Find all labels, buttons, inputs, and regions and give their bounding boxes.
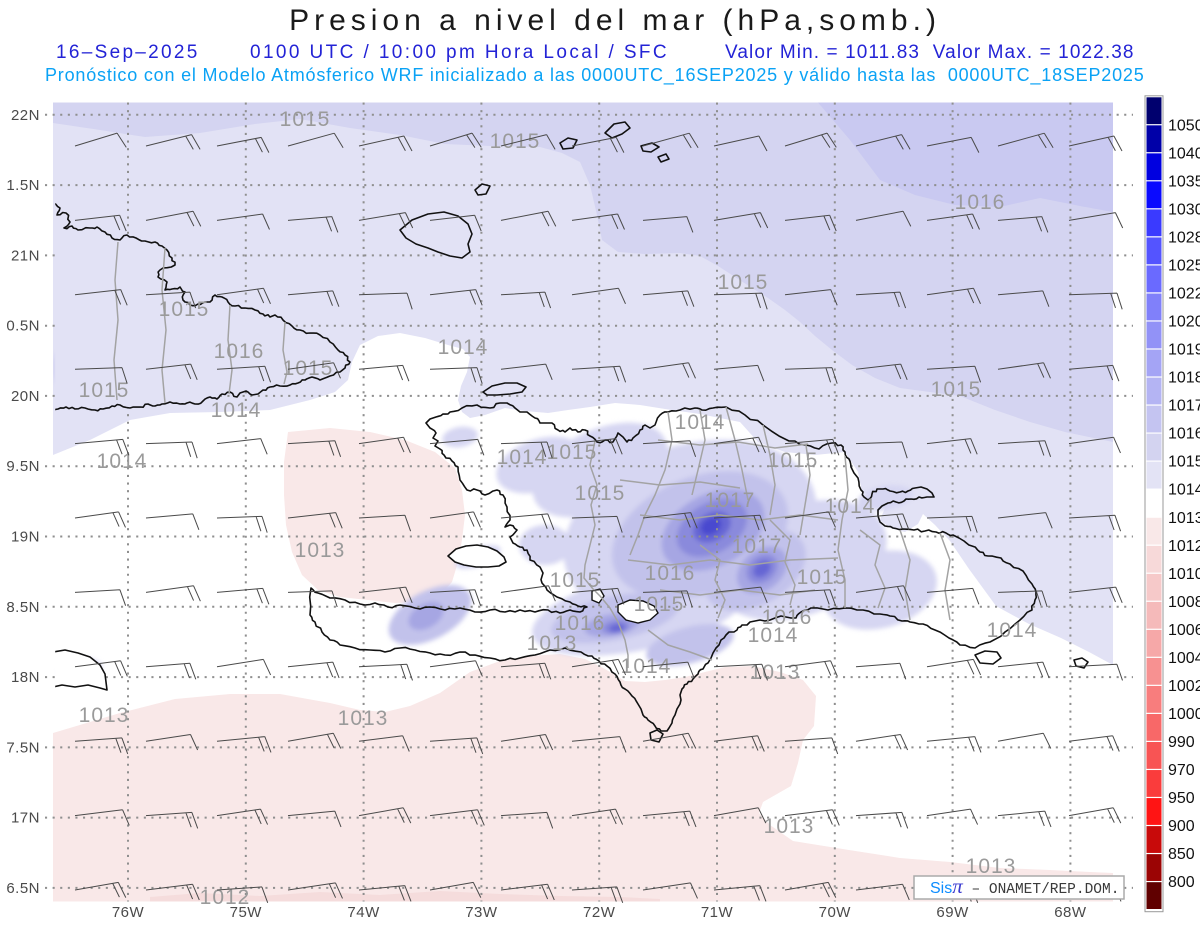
svg-text:17N: 17N	[11, 810, 40, 827]
svg-text:1020: 1020	[1168, 314, 1200, 331]
svg-text:1013: 1013	[79, 704, 130, 727]
svg-text:1017: 1017	[732, 535, 783, 558]
svg-text:21N: 21N	[11, 247, 40, 264]
svg-text:20N: 20N	[11, 388, 40, 405]
svg-text:1017: 1017	[705, 489, 756, 512]
svg-text:1015: 1015	[79, 379, 130, 402]
svg-text:990: 990	[1168, 734, 1195, 751]
svg-text:1013: 1013	[338, 707, 389, 730]
svg-text:1016: 1016	[214, 340, 265, 363]
svg-text:Sisπ – ONAMET/REP.DOM.: Sisπ – ONAMET/REP.DOM.	[930, 874, 1119, 898]
svg-text:1017: 1017	[1168, 398, 1200, 415]
svg-text:1014: 1014	[825, 495, 876, 518]
svg-text:1015: 1015	[931, 378, 982, 401]
svg-text:1015: 1015	[575, 482, 626, 505]
svg-text:1050: 1050	[1168, 117, 1200, 134]
svg-text:1002: 1002	[1168, 678, 1200, 695]
svg-text:1013: 1013	[527, 632, 578, 655]
svg-text:71W: 71W	[701, 904, 734, 921]
svg-text:1010: 1010	[1168, 566, 1200, 583]
svg-text:1016: 1016	[555, 612, 606, 635]
svg-text:1013: 1013	[764, 815, 815, 838]
svg-text:970: 970	[1168, 762, 1195, 779]
svg-text:1015: 1015	[718, 271, 769, 294]
svg-text:1012: 1012	[1168, 538, 1200, 555]
svg-text:9.5N: 9.5N	[6, 458, 40, 475]
svg-text:1016: 1016	[762, 606, 813, 629]
svg-text:800: 800	[1168, 874, 1195, 891]
svg-text:1015: 1015	[634, 593, 685, 616]
svg-text:1015: 1015	[283, 357, 334, 380]
svg-text:1015: 1015	[490, 130, 541, 153]
svg-text:1000: 1000	[1168, 706, 1200, 723]
svg-text:1015: 1015	[159, 298, 210, 321]
svg-text:73W: 73W	[465, 904, 498, 921]
svg-text:1014: 1014	[97, 450, 148, 473]
svg-text:1014: 1014	[987, 619, 1038, 642]
svg-text:22N: 22N	[11, 107, 40, 124]
svg-text:75W: 75W	[230, 904, 263, 921]
svg-text:1040: 1040	[1168, 145, 1200, 162]
svg-text:70W: 70W	[819, 904, 852, 921]
svg-text:68W: 68W	[1054, 904, 1087, 921]
svg-text:1015: 1015	[550, 569, 601, 592]
svg-text:1012: 1012	[200, 886, 251, 909]
svg-text:1013: 1013	[295, 539, 346, 562]
svg-text:0.5N: 0.5N	[6, 318, 40, 335]
svg-text:1014: 1014	[748, 624, 799, 647]
svg-text:1006: 1006	[1168, 622, 1200, 639]
svg-text:1028: 1028	[1168, 230, 1200, 247]
svg-text:950: 950	[1168, 790, 1195, 807]
svg-text:850: 850	[1168, 846, 1195, 863]
svg-text:1014: 1014	[1168, 482, 1200, 499]
svg-text:1016: 1016	[645, 562, 696, 585]
svg-text:72W: 72W	[583, 904, 616, 921]
svg-text:1015: 1015	[280, 108, 331, 131]
svg-text:76W: 76W	[112, 904, 145, 921]
svg-text:1018: 1018	[1168, 370, 1200, 387]
svg-text:1019: 1019	[1168, 342, 1200, 359]
svg-text:1015: 1015	[547, 441, 598, 464]
svg-text:1013: 1013	[1168, 510, 1200, 527]
svg-text:1015: 1015	[1168, 454, 1200, 471]
svg-text:1016: 1016	[955, 191, 1006, 214]
svg-text:900: 900	[1168, 818, 1195, 835]
svg-text:1014: 1014	[211, 399, 262, 422]
svg-text:1014: 1014	[497, 446, 548, 469]
svg-text:69W: 69W	[936, 904, 969, 921]
svg-text:19N: 19N	[11, 529, 40, 546]
svg-text:7.5N: 7.5N	[6, 739, 40, 756]
svg-text:1.5N: 1.5N	[6, 177, 40, 194]
svg-text:18N: 18N	[11, 669, 40, 686]
svg-text:1030: 1030	[1168, 201, 1200, 218]
svg-text:1015: 1015	[768, 449, 819, 472]
svg-text:1004: 1004	[1168, 650, 1200, 667]
svg-text:1025: 1025	[1168, 258, 1200, 275]
svg-text:8.5N: 8.5N	[6, 599, 40, 616]
svg-text:74W: 74W	[347, 904, 380, 921]
svg-text:1035: 1035	[1168, 173, 1200, 190]
svg-text:1014: 1014	[438, 336, 489, 359]
svg-text:1015: 1015	[797, 566, 848, 589]
svg-text:1013: 1013	[966, 855, 1017, 878]
svg-text:6.5N: 6.5N	[6, 880, 40, 897]
svg-text:1014: 1014	[675, 411, 726, 434]
svg-text:1016: 1016	[1168, 426, 1200, 443]
svg-text:1008: 1008	[1168, 594, 1200, 611]
svg-text:1022: 1022	[1168, 286, 1200, 303]
